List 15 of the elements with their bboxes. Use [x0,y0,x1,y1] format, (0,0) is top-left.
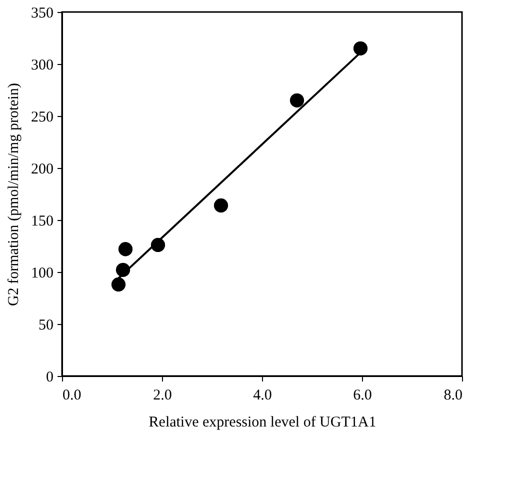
x-axis-title: Relative expression level of UGT1A1 [148,414,376,430]
y-tick-label: 50 [38,318,54,334]
y-tick-label: 300 [31,58,54,74]
y-tick-label: 200 [31,162,54,178]
x-tick-label: 0.0 [62,388,82,404]
y-axis-title: G2 formation (pmol/min/mg protein) [6,83,22,306]
x-tick-label: 4.0 [253,388,272,404]
x-tick-label: 8.0 [444,388,462,404]
y-tick-label: 150 [31,214,54,230]
x-tick-label: 2.0 [153,388,172,404]
y-tick-label: 0 [46,370,54,386]
y-tick-label: 100 [31,266,54,282]
y-tick-label: 250 [31,110,54,126]
y-tick-label: 350 [31,6,54,22]
x-tick-label: 6.0 [353,388,372,404]
